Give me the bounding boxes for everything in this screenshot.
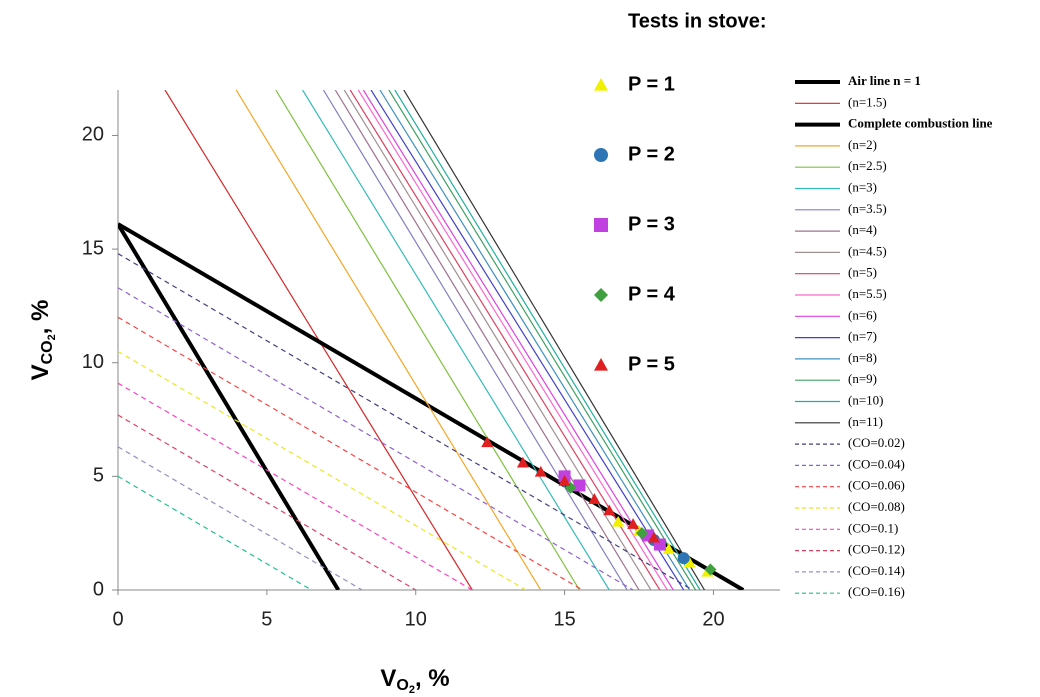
y-tick-label: 15 xyxy=(82,237,104,259)
legend-label: (n=8) xyxy=(848,350,877,365)
legend-label: (n=6) xyxy=(848,307,877,322)
point xyxy=(573,479,586,492)
legend-label: (n=4.5) xyxy=(848,243,887,258)
series-line xyxy=(394,90,701,590)
y-label-part: 2 xyxy=(46,334,58,340)
x-tick-label: 20 xyxy=(702,608,724,630)
legend-label: (n=2) xyxy=(848,137,877,152)
series-line xyxy=(403,90,706,590)
legend-label: (n=9) xyxy=(848,371,877,386)
legend-label: (CO=0.08) xyxy=(848,499,905,514)
x-label-part: , % xyxy=(415,665,450,692)
legend-label: P = 1 xyxy=(628,73,675,95)
legend-label: (n=11) xyxy=(848,414,883,429)
legend-marker xyxy=(594,218,608,232)
legend-label: (n=3) xyxy=(848,179,877,194)
legend-label: (CO=0.04) xyxy=(848,456,905,471)
legend-label: P = 3 xyxy=(628,213,675,235)
series-line xyxy=(118,350,527,590)
legend-label: Air line n = 1 xyxy=(848,73,921,88)
point xyxy=(627,518,640,529)
series-line xyxy=(118,475,312,590)
legend-label: (n=4) xyxy=(848,222,877,237)
x-label-part: V xyxy=(380,665,396,692)
y-label-part: V xyxy=(27,364,54,380)
x-tick-label: 0 xyxy=(112,608,123,630)
legend-label: (CO=0.06) xyxy=(848,478,905,493)
point xyxy=(588,493,601,504)
series-line xyxy=(370,90,685,590)
series-line xyxy=(118,223,341,590)
series-line xyxy=(118,414,417,590)
series-line xyxy=(235,90,542,590)
legend-label: Complete combustion line xyxy=(848,116,993,131)
y-tick-label: 0 xyxy=(93,578,104,600)
series-line xyxy=(357,90,668,590)
legend-label: (CO=0.16) xyxy=(848,584,905,599)
series-line xyxy=(388,90,697,590)
point xyxy=(636,527,648,540)
x-label-part: O xyxy=(396,677,408,694)
y-label-part: , % xyxy=(27,300,54,335)
legend-label: (n=3.5) xyxy=(848,201,887,216)
series-line xyxy=(322,90,628,590)
legend-marker xyxy=(594,148,608,162)
series-line xyxy=(275,90,580,590)
legend-label: (n=5.5) xyxy=(848,286,887,301)
legend-label: P = 4 xyxy=(628,283,676,305)
point xyxy=(481,436,494,448)
legend-marker xyxy=(594,78,608,91)
legend-label: P = 5 xyxy=(628,353,675,375)
series-line xyxy=(118,287,634,590)
legend-label: (n=1.5) xyxy=(848,94,887,109)
point xyxy=(558,474,571,486)
legend-label: (n=5) xyxy=(848,265,877,280)
legend-label: (CO=0.02) xyxy=(848,435,905,450)
point xyxy=(516,456,529,468)
x-tick-label: 15 xyxy=(553,608,575,630)
point xyxy=(603,504,616,516)
y-tick-label: 10 xyxy=(82,351,104,373)
x-tick-label: 10 xyxy=(405,608,427,630)
legend-label: (n=2.5) xyxy=(848,158,887,173)
point xyxy=(683,556,696,568)
legend-marker xyxy=(594,358,608,371)
legend-label: (CO=0.1) xyxy=(848,520,898,535)
legend-label: (CO=0.14) xyxy=(848,563,905,578)
series-line xyxy=(118,382,473,590)
x-axis-label: VO2, % xyxy=(380,665,449,696)
series-line xyxy=(362,90,674,590)
series-line xyxy=(334,90,640,590)
plot-area xyxy=(118,90,745,590)
series-line xyxy=(118,253,693,590)
series-line xyxy=(379,90,691,590)
legend-label: (CO=0.12) xyxy=(848,542,905,557)
point xyxy=(534,465,547,477)
x-tick-label: 5 xyxy=(261,608,272,630)
point xyxy=(647,531,660,543)
y-label-part: CO xyxy=(39,340,56,364)
scatter-legend-title: Tests in stove: xyxy=(628,10,767,32)
point xyxy=(704,563,717,576)
legend-label: (n=10) xyxy=(848,392,884,407)
legend-label: (n=7) xyxy=(848,329,877,344)
point xyxy=(662,543,675,554)
y-tick-label: 5 xyxy=(93,465,104,487)
series-line xyxy=(343,90,652,590)
legend-marker xyxy=(594,288,608,302)
point xyxy=(612,515,625,527)
x-label-part: 2 xyxy=(409,684,415,696)
legend-label: P = 2 xyxy=(628,143,675,165)
series-line xyxy=(302,90,610,590)
y-axis-label: VCO2, % xyxy=(27,300,58,381)
series-line xyxy=(118,446,363,590)
y-tick-label: 20 xyxy=(82,124,104,146)
point xyxy=(677,552,690,565)
